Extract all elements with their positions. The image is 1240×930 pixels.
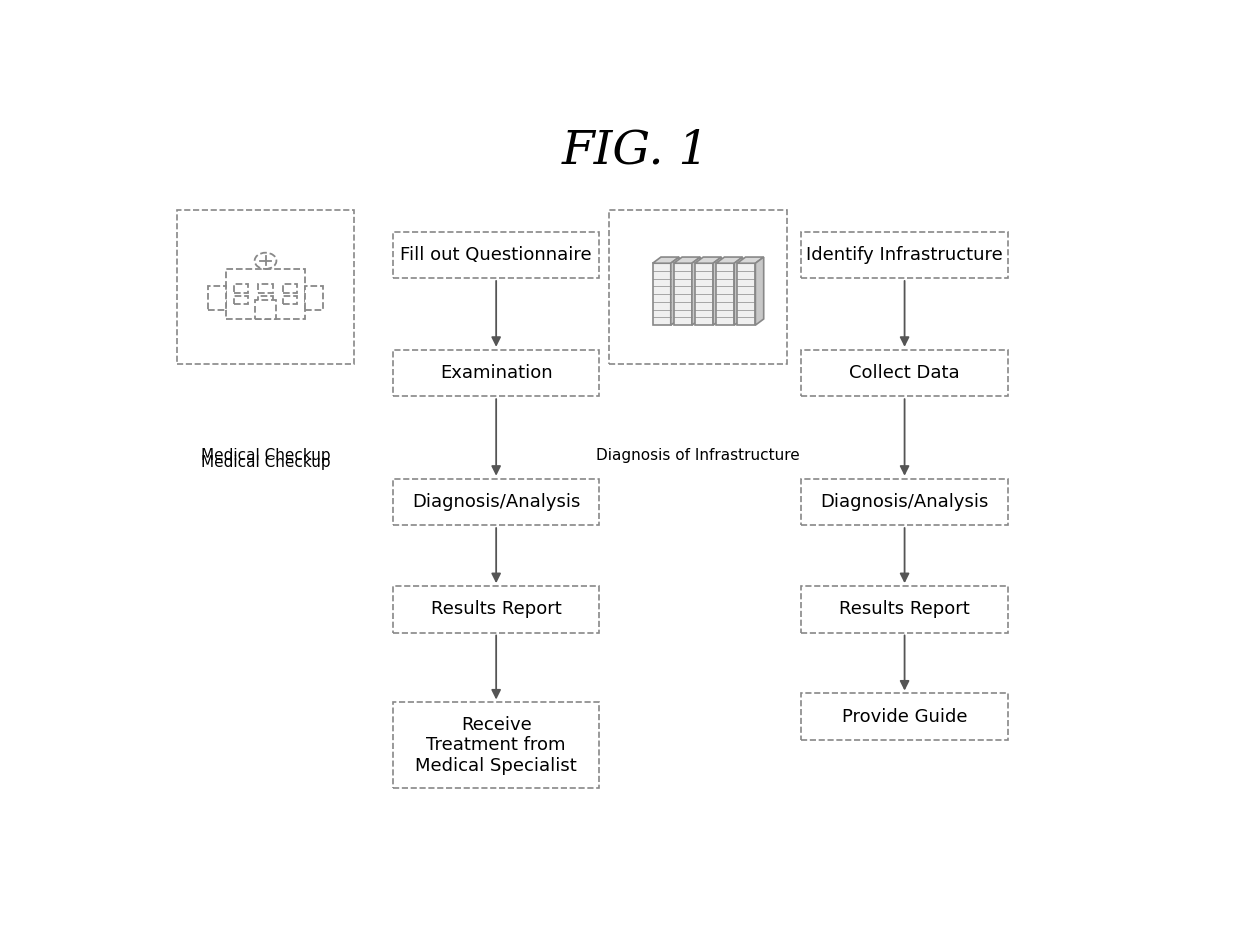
Polygon shape: [755, 257, 764, 326]
Text: Diagnosis/Analysis: Diagnosis/Analysis: [821, 493, 988, 511]
Polygon shape: [671, 257, 680, 326]
Text: Results Report: Results Report: [430, 600, 562, 618]
Bar: [801, 694, 1008, 740]
Bar: [176, 210, 355, 364]
Text: Examination: Examination: [440, 364, 553, 382]
Text: Diagnosis/Analysis: Diagnosis/Analysis: [412, 493, 580, 511]
Bar: [393, 479, 599, 525]
Text: Medical Checkup: Medical Checkup: [201, 456, 330, 471]
Bar: [801, 586, 1008, 632]
Bar: [393, 232, 599, 278]
FancyBboxPatch shape: [258, 284, 273, 293]
FancyBboxPatch shape: [283, 296, 296, 304]
Polygon shape: [652, 257, 680, 263]
Bar: [652, 263, 671, 326]
Polygon shape: [738, 257, 764, 263]
Text: Fill out Questionnaire: Fill out Questionnaire: [401, 246, 591, 264]
Bar: [393, 350, 599, 396]
Polygon shape: [694, 257, 722, 263]
Bar: [393, 586, 599, 632]
FancyBboxPatch shape: [234, 284, 248, 293]
FancyBboxPatch shape: [226, 270, 305, 319]
Polygon shape: [715, 257, 743, 263]
Polygon shape: [692, 257, 701, 326]
Text: Identify Infrastructure: Identify Infrastructure: [806, 246, 1003, 264]
Bar: [609, 210, 787, 364]
Polygon shape: [713, 257, 722, 326]
Bar: [738, 263, 755, 326]
Bar: [393, 702, 599, 789]
Text: Provide Guide: Provide Guide: [842, 708, 967, 725]
FancyBboxPatch shape: [258, 296, 273, 304]
Polygon shape: [673, 257, 701, 263]
Bar: [801, 479, 1008, 525]
Bar: [715, 263, 734, 326]
Text: Diagnosis of Infrastructure: Diagnosis of Infrastructure: [596, 448, 800, 463]
Text: Medical Checkup: Medical Checkup: [201, 448, 330, 463]
FancyBboxPatch shape: [255, 300, 275, 319]
FancyBboxPatch shape: [208, 286, 226, 311]
FancyBboxPatch shape: [234, 296, 248, 304]
Polygon shape: [734, 257, 743, 326]
Text: FIG. 1: FIG. 1: [562, 128, 709, 174]
FancyBboxPatch shape: [305, 286, 324, 311]
Bar: [801, 350, 1008, 396]
Circle shape: [254, 253, 277, 269]
Text: Collect Data: Collect Data: [849, 364, 960, 382]
Bar: [673, 263, 692, 326]
Text: Receive
Treatment from
Medical Specialist: Receive Treatment from Medical Specialis…: [415, 715, 577, 775]
Bar: [694, 263, 713, 326]
Text: Results Report: Results Report: [839, 600, 970, 618]
Bar: [801, 232, 1008, 278]
FancyBboxPatch shape: [283, 284, 296, 293]
